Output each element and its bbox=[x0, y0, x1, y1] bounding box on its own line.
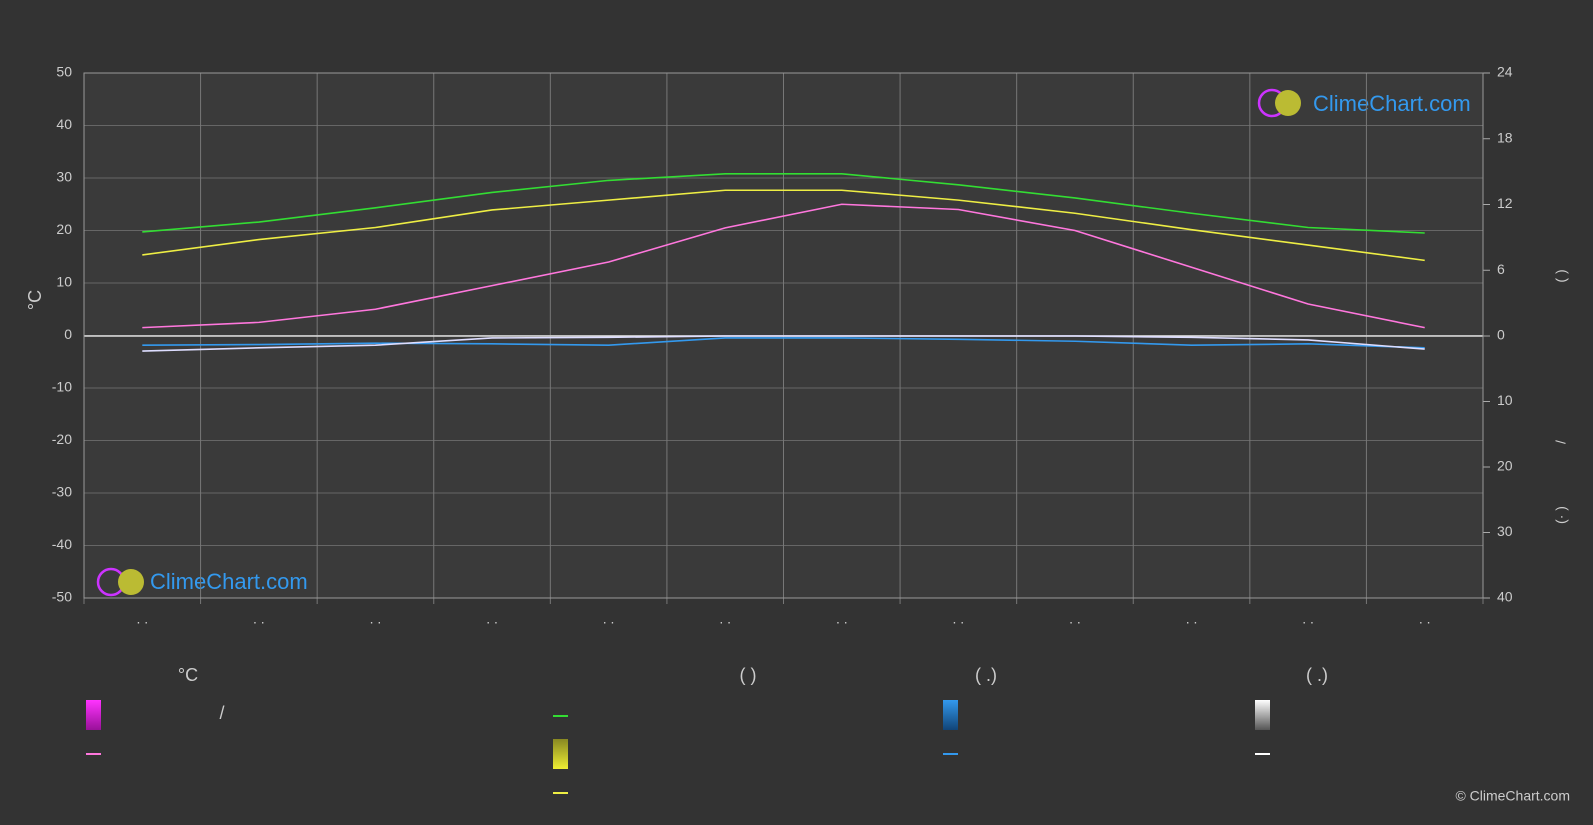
y3-tick-label: 40 bbox=[1497, 589, 1513, 605]
y-tick-label: 50 bbox=[56, 64, 72, 80]
x-tick-label: . . bbox=[136, 611, 148, 627]
y2-tick-label: 0 bbox=[1497, 327, 1505, 343]
x-tick-label: . . bbox=[486, 611, 498, 627]
y2-axis-label: ( ) bbox=[1553, 269, 1569, 282]
x-tick-label: . . bbox=[603, 611, 615, 627]
logo-text: ClimeChart.com bbox=[150, 569, 308, 594]
legend-header: ( .) bbox=[1306, 665, 1328, 685]
logo: ClimeChart.com bbox=[1257, 88, 1471, 118]
y-axis-label: °C bbox=[25, 290, 45, 310]
series-line bbox=[142, 337, 1425, 349]
x-tick-label: . . bbox=[370, 611, 382, 627]
y-tick-label: 30 bbox=[56, 169, 72, 185]
legend-header: ( ) bbox=[740, 665, 757, 685]
logo-sun bbox=[1275, 90, 1301, 116]
y3-tick-label: 20 bbox=[1497, 458, 1513, 474]
legend-header: ( .) bbox=[975, 665, 997, 685]
y-tick-label: 40 bbox=[56, 116, 72, 132]
x-tick-label: . . bbox=[1419, 611, 1431, 627]
y-tick-label: -30 bbox=[52, 484, 72, 500]
plot-frame bbox=[83, 72, 1484, 599]
y2-axis-label: / bbox=[1553, 440, 1569, 444]
y-tick-label: -20 bbox=[52, 431, 72, 447]
y2-tick-label: 12 bbox=[1497, 195, 1513, 211]
copyright: © ClimeChart.com bbox=[1455, 788, 1570, 804]
x-tick-label: . . bbox=[1302, 611, 1314, 627]
y-tick-label: -40 bbox=[52, 536, 72, 552]
x-tick-label: . . bbox=[953, 611, 965, 627]
legend-swatch bbox=[553, 739, 568, 769]
legend-header: °C bbox=[178, 665, 198, 685]
y-tick-label: -10 bbox=[52, 379, 72, 395]
y2-tick-label: 24 bbox=[1497, 64, 1513, 80]
x-tick-label: . . bbox=[1069, 611, 1081, 627]
legend-text: / bbox=[219, 703, 224, 723]
logo: ClimeChart.com bbox=[96, 567, 308, 597]
x-tick-label: . . bbox=[1186, 611, 1198, 627]
y2-axis-label: (· ) bbox=[1553, 506, 1569, 524]
y-tick-label: 10 bbox=[56, 274, 72, 290]
legend-swatch bbox=[1255, 700, 1270, 730]
x-tick-label: . . bbox=[719, 611, 731, 627]
y-tick-label: 0 bbox=[64, 326, 72, 342]
series-line bbox=[142, 173, 1425, 234]
x-tick-label: . . bbox=[253, 611, 265, 627]
legend-swatch bbox=[86, 700, 101, 730]
y3-tick-label: 30 bbox=[1497, 523, 1513, 539]
y-tick-label: 20 bbox=[56, 221, 72, 237]
x-tick-label: . . bbox=[836, 611, 848, 627]
y2-tick-label: 18 bbox=[1497, 129, 1513, 145]
logo-text: ClimeChart.com bbox=[1313, 91, 1471, 116]
series-line bbox=[142, 203, 1425, 329]
y-tick-label: -50 bbox=[52, 589, 72, 605]
y2-tick-label: 6 bbox=[1497, 261, 1505, 277]
series-line bbox=[142, 189, 1425, 262]
logo-sun bbox=[118, 569, 144, 595]
y3-tick-label: 10 bbox=[1497, 392, 1513, 408]
series-line bbox=[142, 335, 1425, 352]
legend-swatch bbox=[943, 700, 958, 730]
